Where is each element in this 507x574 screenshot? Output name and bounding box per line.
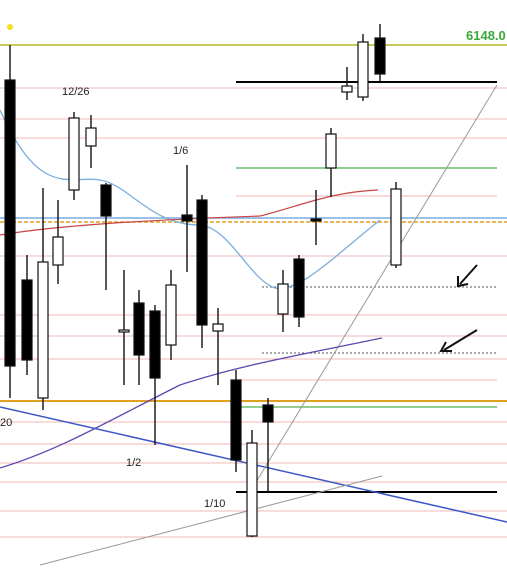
- candle-down: [133, 302, 145, 356]
- candle-up: [85, 127, 97, 147]
- gray-trend-line: [249, 84, 498, 493]
- candle-up: [277, 283, 289, 315]
- date-label-12-26: 12/26: [62, 86, 90, 98]
- yellow-marker-dot: [7, 24, 13, 30]
- date-label-1-6: 1/6: [173, 145, 188, 157]
- candle-down: [196, 199, 208, 326]
- candle-up: [118, 329, 130, 333]
- date-label-1-2: 1/2: [126, 457, 141, 469]
- candle-up: [68, 117, 80, 191]
- candle-up: [165, 284, 177, 346]
- candle-down: [149, 310, 161, 379]
- candle-down: [374, 37, 386, 75]
- candle-down: [293, 258, 305, 318]
- candle-up: [390, 188, 402, 266]
- candle-down: [310, 218, 322, 222]
- date-label-20: 20: [0, 417, 12, 429]
- candle-down: [21, 279, 33, 361]
- arrow-icon: [457, 264, 478, 288]
- candle-up: [325, 133, 337, 169]
- purple-moving-average: [0, 337, 383, 469]
- red-moving-average: [0, 189, 379, 236]
- candle-up: [52, 236, 64, 266]
- candle-up: [357, 41, 369, 98]
- annotations: 6148.0 12/26 1/6 1/2 1/10 20: [0, 24, 506, 510]
- candle-down: [4, 79, 16, 367]
- candle-up: [37, 261, 49, 399]
- candle-down: [181, 214, 193, 222]
- candle-up: [341, 85, 353, 93]
- price-label: 6148.0: [466, 28, 506, 43]
- candle-down: [262, 404, 274, 423]
- candle-down: [230, 379, 242, 461]
- candle-up: [212, 323, 224, 332]
- candle-up: [246, 442, 258, 537]
- gray-trend-line: [39, 475, 383, 566]
- candle-down: [100, 184, 112, 217]
- arrow-icon: [439, 329, 478, 352]
- candlesticks: [4, 24, 402, 537]
- date-label-1-10: 1/10: [204, 498, 225, 510]
